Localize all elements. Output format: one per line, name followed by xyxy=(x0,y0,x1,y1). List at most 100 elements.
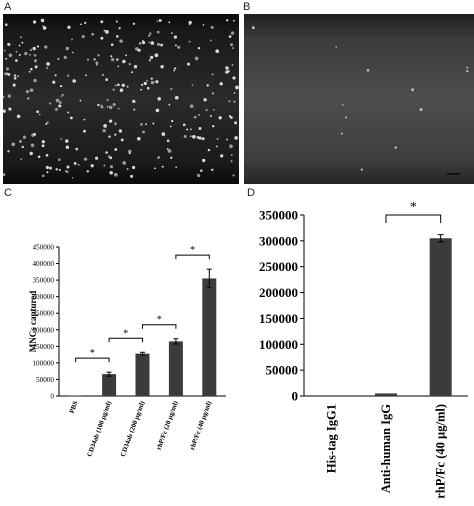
cell-dot xyxy=(20,36,22,39)
cell-dot xyxy=(46,121,49,124)
cell-dot xyxy=(29,151,33,156)
cell-dot xyxy=(45,153,49,157)
cell-dot xyxy=(232,47,234,50)
cell-dot xyxy=(40,18,45,23)
cell-dot xyxy=(27,97,30,100)
cell-dot xyxy=(233,19,235,22)
cell-dot xyxy=(18,54,21,56)
cell-dot xyxy=(52,80,56,84)
cell-dot xyxy=(7,150,10,153)
cell-dot xyxy=(230,116,233,119)
cell-dot xyxy=(177,45,181,49)
micrograph-b-image xyxy=(244,14,474,184)
cell-dot xyxy=(161,165,164,168)
cell-dot xyxy=(411,88,415,92)
cell-dot xyxy=(100,20,104,24)
cell-dot xyxy=(80,23,82,26)
cell-dot xyxy=(340,132,343,135)
cell-dot xyxy=(173,67,177,70)
cell-dot xyxy=(75,147,79,151)
cell-dot xyxy=(3,49,6,52)
significance-bracket xyxy=(385,214,442,223)
cell-dot xyxy=(73,161,77,165)
cell-dot xyxy=(366,68,370,72)
cell-dot xyxy=(13,76,17,80)
cell-dot xyxy=(90,164,94,168)
cell-dot xyxy=(143,81,147,86)
y-tick-label: 100000 xyxy=(259,337,298,352)
cell-dot xyxy=(112,88,115,91)
cell-dot xyxy=(7,94,11,98)
y-tick-label: 300000 xyxy=(259,233,298,248)
cell-dot xyxy=(148,58,152,62)
cell-dot xyxy=(109,171,113,175)
cell-dot xyxy=(170,87,173,91)
significance-bracket xyxy=(175,254,210,260)
cell-dot xyxy=(114,148,118,151)
cell-dot xyxy=(55,168,58,171)
cell-dot xyxy=(20,158,23,161)
cell-dot xyxy=(86,170,90,173)
cell-dot xyxy=(97,103,100,107)
cell-dot xyxy=(226,19,229,22)
cell-dot xyxy=(205,108,208,112)
cell-dot xyxy=(106,105,109,108)
cell-dot xyxy=(132,99,136,104)
cell-dot xyxy=(161,132,166,136)
cell-dot xyxy=(45,165,49,170)
cell-dot xyxy=(150,77,153,80)
cell-dot xyxy=(225,70,229,74)
cell-dot xyxy=(215,49,220,54)
cell-dot xyxy=(72,79,76,83)
cell-dot xyxy=(210,25,214,29)
cell-dot xyxy=(54,74,57,77)
cell-dot xyxy=(79,99,82,102)
cell-dot xyxy=(60,138,63,141)
cell-dot xyxy=(138,42,142,45)
cell-dot xyxy=(5,23,8,26)
cell-dot xyxy=(134,47,139,51)
y-tick-label: 400000 xyxy=(32,260,54,268)
cell-dot xyxy=(175,166,178,169)
cell-dot xyxy=(71,38,74,41)
cell-dot xyxy=(86,58,90,61)
cell-dot xyxy=(156,42,161,46)
cell-dot xyxy=(106,99,109,101)
cell-dot xyxy=(174,44,177,47)
cell-dot xyxy=(42,26,47,30)
cell-dot xyxy=(107,155,111,158)
cell-dot xyxy=(167,149,172,153)
cell-dot xyxy=(96,64,98,66)
cell-dot xyxy=(29,53,32,56)
cell-dot xyxy=(21,41,24,44)
cell-dot xyxy=(157,97,161,101)
cell-dot xyxy=(160,43,164,47)
cell-dot xyxy=(360,168,363,171)
y-tick-label: 0 xyxy=(292,389,299,404)
cell-dot xyxy=(37,155,41,159)
cell-dot xyxy=(229,144,233,149)
cell-dot xyxy=(65,145,70,149)
cell-dot xyxy=(216,145,218,148)
micrograph-a-image xyxy=(3,14,239,184)
cell-dot xyxy=(220,154,224,158)
significance-star: * xyxy=(190,245,195,256)
cell-dot xyxy=(3,109,6,113)
cell-dot xyxy=(113,172,118,177)
significance-star: * xyxy=(90,348,95,359)
cell-dot xyxy=(114,122,117,126)
cell-dot xyxy=(36,45,40,48)
cell-dot xyxy=(103,164,106,167)
cell-dot xyxy=(61,94,64,96)
bar xyxy=(135,353,150,396)
cell-dot xyxy=(170,156,173,159)
cell-dot xyxy=(95,156,99,160)
category-label: CD34ab (200 µg/ml) xyxy=(120,400,147,458)
cell-dot xyxy=(157,157,160,160)
cell-dot xyxy=(103,29,106,32)
cell-dot xyxy=(11,142,16,147)
cell-dot xyxy=(203,98,207,102)
cell-dot xyxy=(108,119,113,123)
cell-dot xyxy=(466,70,469,73)
cell-dot xyxy=(116,58,119,61)
